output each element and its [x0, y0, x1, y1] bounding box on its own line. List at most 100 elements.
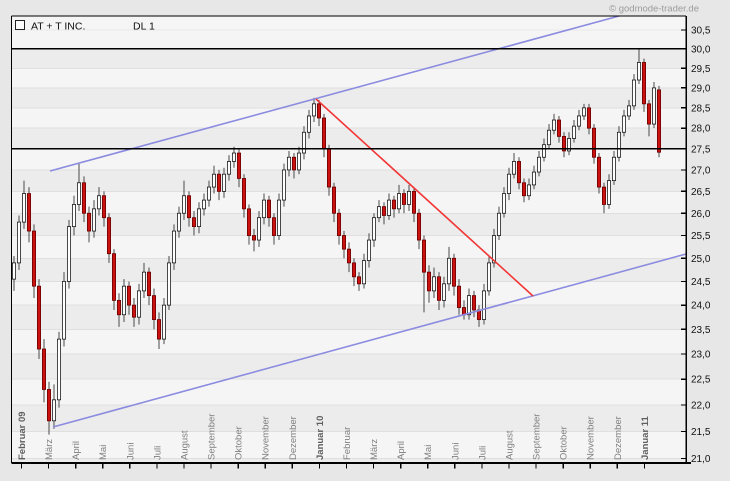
- candle: [361, 253, 366, 289]
- candle-body-down: [436, 276, 441, 301]
- legend-checkbox[interactable]: [14, 19, 26, 31]
- candle-body-up: [652, 87, 657, 125]
- y-axis-label: 24,0: [691, 301, 711, 312]
- plot-band: [11, 48, 686, 69]
- candle-body-up: [386, 199, 391, 216]
- candle-body-up: [92, 208, 97, 232]
- candle: [141, 262, 146, 298]
- candle-body-up: [632, 79, 637, 107]
- candle-body-down: [241, 178, 246, 210]
- candle-body-up: [122, 285, 127, 316]
- annotation-lines: [11, 15, 687, 428]
- candle-body-up: [612, 156, 617, 182]
- candle: [401, 189, 406, 214]
- candle: [166, 255, 171, 310]
- candle: [271, 213, 276, 245]
- candle: [421, 235, 426, 313]
- candle: [481, 283, 486, 325]
- candle-body-up: [532, 171, 537, 186]
- candle-body-up: [501, 193, 506, 214]
- candle: [82, 176, 87, 223]
- candle-body-down: [587, 107, 592, 129]
- candle: [501, 187, 506, 218]
- x-axis-label: September: [207, 414, 218, 460]
- x-axis-label: August: [504, 430, 515, 460]
- candle: [266, 195, 271, 227]
- candle: [356, 272, 361, 291]
- candle: [161, 297, 166, 345]
- y-axis-label: 27,0: [691, 165, 711, 176]
- candle-body-down: [517, 161, 522, 184]
- candle: [26, 187, 31, 243]
- candle: [231, 146, 236, 168]
- candle-body-down: [657, 89, 662, 153]
- candle: [256, 211, 261, 247]
- trendline-lower-channel: [52, 253, 687, 428]
- candle-body-up: [171, 230, 176, 264]
- plot-area[interactable]: [12, 48, 686, 463]
- candle-body-up: [371, 217, 376, 241]
- plot-band: [11, 405, 686, 432]
- candle: [276, 193, 281, 241]
- candle-body-up: [431, 276, 436, 292]
- candle-body-up: [617, 131, 622, 158]
- candle-body-down: [131, 304, 136, 318]
- candle: [241, 174, 246, 218]
- y-axis-label: 28,0: [691, 124, 711, 135]
- candle-body-up: [21, 193, 26, 223]
- candle: [607, 174, 612, 209]
- candle-body-down: [416, 212, 421, 241]
- candle: [156, 312, 161, 350]
- candle: [261, 193, 266, 225]
- candle: [411, 187, 416, 223]
- candle: [77, 163, 82, 212]
- plot-band: [11, 379, 686, 406]
- candle: [532, 165, 537, 190]
- candle-body-up: [16, 221, 21, 264]
- candle-body-down: [351, 262, 356, 278]
- x-axis-label: Juni: [450, 443, 461, 460]
- candle-body-up: [67, 226, 72, 282]
- candle: [622, 109, 627, 137]
- candle: [351, 258, 356, 287]
- x-axis-label: April: [71, 441, 82, 460]
- y-axis-label: 22,5: [691, 375, 711, 386]
- candle-body-up: [181, 195, 186, 214]
- x-axis-label: April: [396, 441, 407, 460]
- candle-body-up: [206, 186, 211, 201]
- candle: [102, 191, 107, 227]
- candle-body-down: [647, 103, 652, 125]
- candle-body-up: [607, 180, 612, 205]
- candle: [57, 331, 62, 408]
- candle-body-up: [286, 156, 291, 171]
- candle: [32, 224, 37, 298]
- candle-body-down: [411, 190, 416, 214]
- candle-body-up: [446, 257, 451, 285]
- candle-body-up: [136, 290, 141, 318]
- candle-body-up: [201, 199, 206, 210]
- candle-body-up: [582, 107, 587, 117]
- candle-body-up: [311, 103, 316, 117]
- candle: [632, 74, 637, 110]
- candle-body-down: [426, 271, 431, 292]
- candle: [426, 265, 431, 303]
- candle: [286, 150, 291, 177]
- candle-body-up: [296, 152, 301, 171]
- candle: [441, 276, 446, 308]
- y-axis-label: 25,5: [691, 231, 711, 242]
- candle-body-down: [602, 186, 607, 205]
- candle: [136, 283, 141, 325]
- candle-body-down: [82, 182, 87, 214]
- x-axis-label: Oktober: [559, 426, 570, 460]
- x-axis-label: Juni: [125, 443, 136, 460]
- candle-body-down: [421, 239, 426, 273]
- candle: [552, 113, 557, 135]
- candle-body-up: [57, 338, 62, 401]
- y-axis-label: 23,0: [691, 350, 711, 361]
- candle: [107, 213, 112, 263]
- candle-body-up: [552, 119, 557, 131]
- candle: [52, 384, 57, 429]
- candle-body-down: [356, 276, 361, 285]
- candle-body-up: [161, 304, 166, 340]
